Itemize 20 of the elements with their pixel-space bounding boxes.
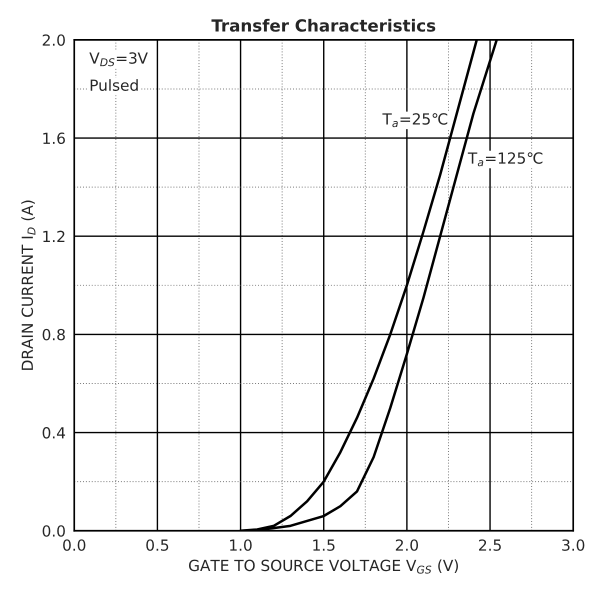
y-tick-label: 0.0 — [42, 525, 65, 537]
x-tick-label: 3.0 — [562, 539, 584, 551]
y-tick-label: 1.6 — [43, 132, 65, 144]
x-axis-title: GATE TO SOURCE VOLTAGE V$_{GS}$ (V) — [188, 559, 458, 574]
x-tick-label: 0.5 — [146, 539, 168, 551]
series-label: T$_{a}$=25℃ — [382, 113, 448, 128]
x-tick-label: 2.5 — [479, 539, 501, 551]
annotation: Pulsed — [90, 79, 138, 91]
x-tick-label: 1.5 — [313, 540, 335, 551]
x-tick-label: 1.0 — [230, 539, 252, 551]
y-tick-label: 2.0 — [42, 34, 65, 46]
y-tick-label: 0.4 — [42, 427, 66, 439]
x-tick-label: 2.0 — [396, 539, 418, 551]
y-tick-label: 1.2 — [43, 230, 64, 242]
x-tick-label: 0.0 — [63, 539, 86, 551]
y-tick-label: 0.8 — [42, 328, 65, 340]
chart-title: Transfer Characteristics — [211, 18, 436, 32]
y-axis-title: DRAIN CURRENT I$_{D}$ (A) — [21, 200, 36, 370]
series-label: T$_{a}$=125℃ — [468, 152, 542, 166]
annotation: V$_{DS}$=3V — [89, 52, 148, 66]
